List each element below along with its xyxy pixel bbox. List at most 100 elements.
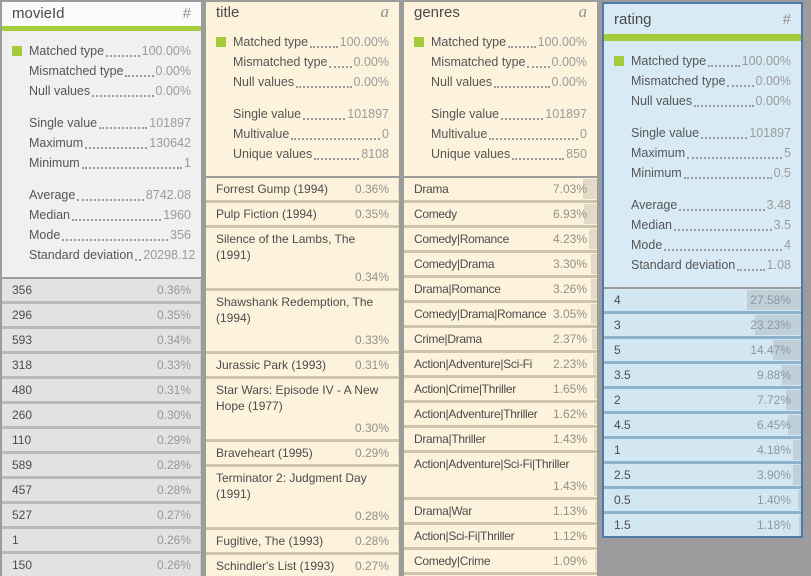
value-label: Comedy|Drama: [414, 257, 495, 271]
quality-bar[interactable]: [2, 25, 201, 31]
value-percent: 0.27%: [156, 508, 191, 522]
value-row[interactable]: Drama 7.03%: [404, 178, 597, 200]
frequency-bar: [590, 254, 597, 274]
frequency-bar: [200, 355, 201, 375]
matched-type-marker: [12, 46, 22, 56]
value-row[interactable]: Drama|War 1.13%: [404, 500, 597, 522]
stat-value: 101897: [347, 107, 389, 121]
value-percent: 0.26%: [156, 558, 191, 572]
stat-row: Unique values 8108: [233, 144, 389, 164]
value-row[interactable]: 110 0.29%: [2, 429, 201, 451]
text-type-icon: a: [578, 2, 588, 21]
stat-label: Mismatched type: [431, 55, 526, 69]
dotted-leader: [683, 163, 772, 179]
matched-type-marker: [216, 37, 226, 47]
stat-label: Mode: [631, 238, 663, 252]
stat-value: 850: [566, 147, 587, 161]
stat-row: Standard deviation 20298.12: [29, 245, 195, 265]
stat-value: 0.00%: [353, 55, 389, 69]
value-row[interactable]: 0.5 1.40%: [604, 489, 801, 511]
value-label: 296: [12, 308, 33, 322]
column-header-movieid[interactable]: movieId #: [2, 2, 201, 26]
stat-label: Median: [631, 218, 672, 232]
value-row[interactable]: 356 0.36%: [2, 279, 201, 301]
value-row[interactable]: Comedy|Drama|Romance 3.05%: [404, 303, 597, 325]
value-row[interactable]: Shawshank Redemption, The (1994) 0.33%: [206, 291, 399, 351]
stat-row: Multivalue 0: [233, 124, 389, 144]
value-row[interactable]: Drama|Thriller 1.43%: [404, 428, 597, 450]
value-row[interactable]: 5 14.47%: [604, 339, 801, 361]
value-row[interactable]: 480 0.31%: [2, 379, 201, 401]
stat-label: Null values: [631, 94, 693, 108]
quality-bar[interactable]: [604, 34, 801, 41]
matched-type-marker: [414, 37, 424, 47]
value-row[interactable]: Comedy|Romance 4.23%: [404, 228, 597, 250]
stat-value: 130642: [149, 136, 191, 150]
value-row[interactable]: Terminator 2: Judgment Day (1991) 0.28%: [206, 467, 399, 527]
value-row[interactable]: Action|Crime|Thriller 1.65%: [404, 378, 597, 400]
value-row[interactable]: Star Wars: Episode IV - A New Hope (1977…: [206, 379, 399, 439]
value-row[interactable]: Comedy|Drama 3.30%: [404, 253, 597, 275]
stat-value: 0: [580, 127, 587, 141]
dotted-leader: [737, 255, 765, 271]
value-label: Drama|War: [414, 504, 472, 518]
value-label: 527: [12, 508, 33, 522]
value-row[interactable]: 2.5 3.90%: [604, 464, 801, 486]
value-percent: 3.26%: [552, 282, 587, 296]
value-row[interactable]: Action|Adventure|Sci-Fi|Thriller 1.43%: [404, 453, 597, 497]
column-header-rating[interactable]: rating #: [604, 4, 801, 34]
value-row[interactable]: 2 7.72%: [604, 389, 801, 411]
stat-value: 3.5: [773, 218, 791, 232]
value-row[interactable]: 1 0.26%: [2, 529, 201, 551]
value-row[interactable]: Action|Adventure|Sci-Fi 2.23%: [404, 353, 597, 375]
value-row[interactable]: 4.5 6.45%: [604, 414, 801, 436]
value-row[interactable]: Braveheart (1995) 0.29%: [206, 442, 399, 464]
value-row[interactable]: 589 0.28%: [2, 454, 201, 476]
stat-value: 1: [184, 156, 191, 170]
value-row[interactable]: Comedy 6.93%: [404, 203, 597, 225]
value-row[interactable]: Schindler's List (1993) 0.27%: [206, 555, 399, 576]
value-row[interactable]: 260 0.30%: [2, 404, 201, 426]
value-row[interactable]: 527 0.27%: [2, 504, 201, 526]
frequency-bar: [398, 292, 399, 350]
frequency-bar: [200, 530, 201, 550]
stat-row: Minimum 0.5: [631, 163, 791, 183]
value-label: Action|Sci-Fi|Thriller: [414, 529, 515, 543]
numeric-type-icon: #: [782, 10, 791, 28]
value-row[interactable]: 3 23.23%: [604, 314, 801, 336]
value-row[interactable]: Action|Adventure|Thriller 1.62%: [404, 403, 597, 425]
value-label: Braveheart (1995): [216, 446, 313, 460]
value-row[interactable]: Drama|Romance 3.26%: [404, 278, 597, 300]
column-header-genres[interactable]: genres a: [404, 2, 597, 22]
value-list: 4 27.58% 3 23.23% 5 14.47% 3.5 9.88% 2 7.72% 4.5 6.…: [604, 289, 801, 536]
value-row[interactable]: Crime|Drama 2.37%: [404, 328, 597, 350]
value-row[interactable]: 3.5 9.88%: [604, 364, 801, 386]
value-row[interactable]: 1.5 1.18%: [604, 514, 801, 536]
value-percent: 0.28%: [354, 534, 389, 548]
value-percent: 0.35%: [354, 207, 389, 221]
column-title-label: rating: [614, 10, 652, 28]
value-row[interactable]: Forrest Gump (1994) 0.36%: [206, 178, 399, 200]
value-row[interactable]: 150 0.26%: [2, 554, 201, 576]
value-row[interactable]: Action|Sci-Fi|Thriller 1.12%: [404, 525, 597, 547]
dotted-leader: [501, 104, 544, 120]
stat-label: Mismatched type: [631, 74, 726, 88]
value-row[interactable]: 318 0.33%: [2, 354, 201, 376]
frequency-bar: [788, 415, 801, 435]
value-row[interactable]: Fugitive, The (1993) 0.28%: [206, 530, 399, 552]
dotted-leader: [708, 51, 740, 67]
frequency-bar: [200, 480, 201, 500]
value-row[interactable]: 4 27.58%: [604, 289, 801, 311]
frequency-bar: [200, 330, 201, 350]
stat-label: Standard deviation: [29, 248, 134, 262]
column-header-title[interactable]: title a: [206, 2, 399, 22]
value-percent: 0.29%: [354, 446, 389, 460]
value-row[interactable]: Silence of the Lambs, The (1991) 0.34%: [206, 228, 399, 288]
value-row[interactable]: 593 0.34%: [2, 329, 201, 351]
value-row[interactable]: 1 4.18%: [604, 439, 801, 461]
value-row[interactable]: Comedy|Crime 1.09%: [404, 550, 597, 572]
value-row[interactable]: Pulp Fiction (1994) 0.35%: [206, 203, 399, 225]
value-row[interactable]: 457 0.28%: [2, 479, 201, 501]
value-row[interactable]: Jurassic Park (1993) 0.31%: [206, 354, 399, 376]
value-row[interactable]: 296 0.35%: [2, 304, 201, 326]
